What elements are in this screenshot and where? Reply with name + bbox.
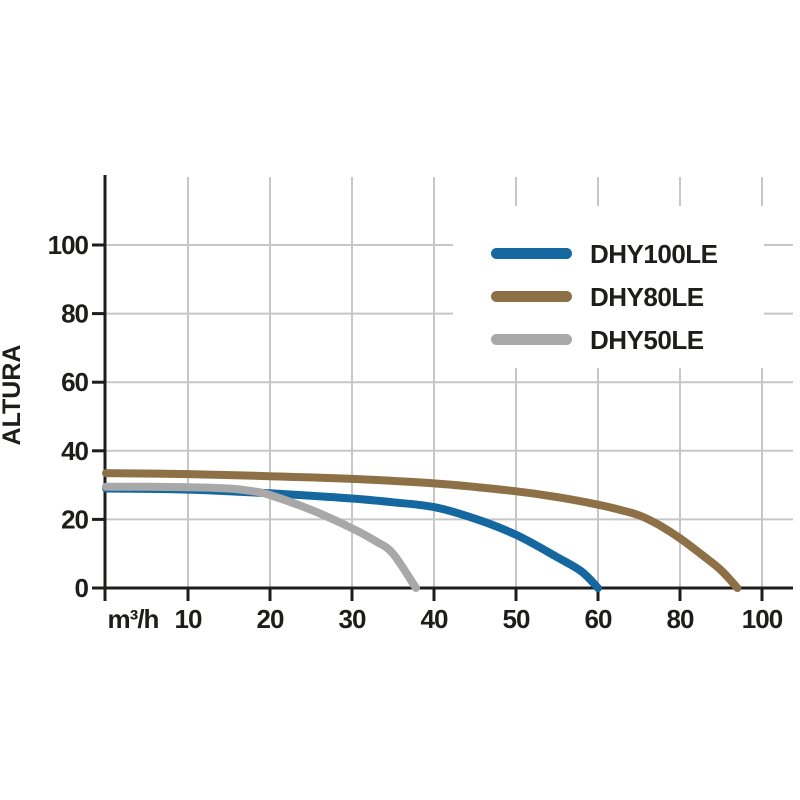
y-tick-label: 0 [75, 573, 89, 603]
y-tick-label: 60 [61, 367, 88, 397]
x-tick-label: 40 [421, 604, 448, 634]
curve-DHY50LE [102, 482, 420, 592]
legend-swatch-line [491, 248, 572, 259]
x-tick-label: 80 [667, 604, 694, 634]
legend-label: DHY80LE [590, 281, 704, 312]
y-tick-label: 40 [61, 436, 88, 466]
curve-DHY80LE [102, 469, 742, 592]
y-tick-label: 100 [48, 230, 89, 260]
x-tick-label: 50 [503, 604, 530, 634]
x-tick-label: 100 [742, 604, 783, 634]
x-axis-unit-label: m³/h [108, 604, 159, 634]
legend-swatch-line [491, 291, 572, 302]
chart-legend: DHY100LE DHY80LE DHY50LE [453, 206, 764, 368]
y-axis-title: ALTURA [0, 345, 26, 446]
legend-swatch-line [491, 334, 572, 345]
x-tick-label: 30 [339, 604, 366, 634]
x-tick-label: 20 [257, 604, 284, 634]
legend-item: DHY50LE [453, 318, 764, 361]
x-tick-label: 10 [175, 604, 202, 634]
x-tick-label: 60 [585, 604, 612, 634]
y-tick-label: 80 [61, 299, 88, 329]
legend-item: DHY100LE [453, 232, 764, 275]
legend-item: DHY80LE [453, 275, 764, 318]
y-tick-label: 20 [61, 504, 88, 534]
legend-label: DHY100LE [590, 238, 718, 269]
legend-label: DHY50LE [590, 324, 704, 355]
